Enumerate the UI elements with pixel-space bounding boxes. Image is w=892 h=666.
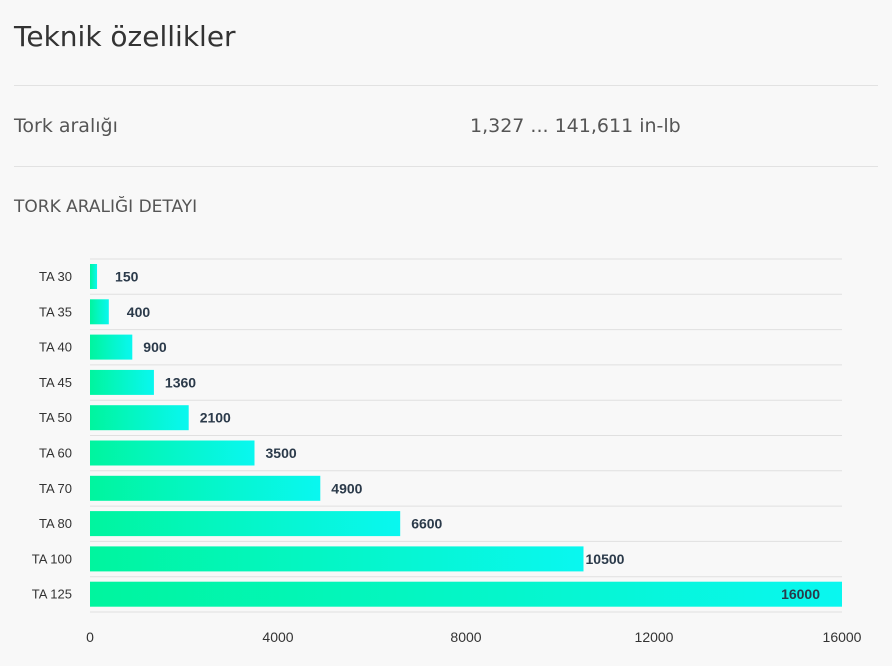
bar-ta-45[interactable]: [90, 369, 154, 395]
page-title: Teknik özellikler: [14, 20, 236, 53]
x-tick-label: 8000: [450, 629, 481, 645]
bar-ta-100[interactable]: [90, 546, 584, 572]
bar-ta-125[interactable]: [90, 581, 842, 607]
category-label: TA 80: [39, 516, 72, 531]
x-tick-label: 16000: [823, 629, 862, 645]
bar-ta-35[interactable]: [90, 299, 109, 325]
category-label: TA 70: [39, 481, 72, 496]
category-label: TA 35: [39, 304, 72, 319]
x-tick-label: 0: [86, 629, 94, 645]
category-label: TA 45: [39, 375, 72, 390]
value-label: 3500: [266, 445, 297, 461]
value-label: 400: [127, 304, 151, 320]
x-tick-label: 12000: [635, 629, 674, 645]
torque-bar-chart: TA 30 150 TA 35 400 TA 40 900 TA 45 1360 TA 50 21…: [32, 258, 862, 645]
divider-top: [14, 85, 878, 86]
category-label: TA 30: [39, 269, 72, 284]
torque-range-label: Tork aralığı: [14, 115, 118, 137]
bar-ta-80[interactable]: [90, 511, 401, 537]
category-label: TA 60: [39, 446, 72, 461]
x-tick-label: 4000: [262, 629, 293, 645]
value-label: 10500: [586, 551, 625, 567]
value-label: 16000: [781, 586, 820, 602]
value-label: 6600: [411, 516, 442, 532]
value-label: 4900: [331, 480, 362, 496]
divider-bottom: [14, 166, 878, 167]
category-label: TA 50: [39, 410, 72, 425]
bar-ta-40[interactable]: [90, 334, 133, 360]
category-label: TA 40: [39, 340, 72, 355]
bar-ta-50[interactable]: [90, 405, 189, 431]
value-label: 900: [143, 339, 167, 355]
bar-ta-30[interactable]: [90, 264, 98, 289]
bar-ta-70[interactable]: [90, 475, 321, 501]
torque-range-value: 1,327 ... 141,611 in-lb: [470, 115, 681, 137]
torque-detail-title: TORK ARALIĞI DETAYI: [14, 197, 198, 217]
category-label: TA 125: [32, 587, 72, 602]
bar-ta-60[interactable]: [90, 440, 255, 466]
value-label: 1360: [165, 374, 196, 390]
category-label: TA 100: [32, 551, 72, 566]
value-label: 150: [115, 269, 139, 285]
value-label: 2100: [200, 410, 231, 426]
